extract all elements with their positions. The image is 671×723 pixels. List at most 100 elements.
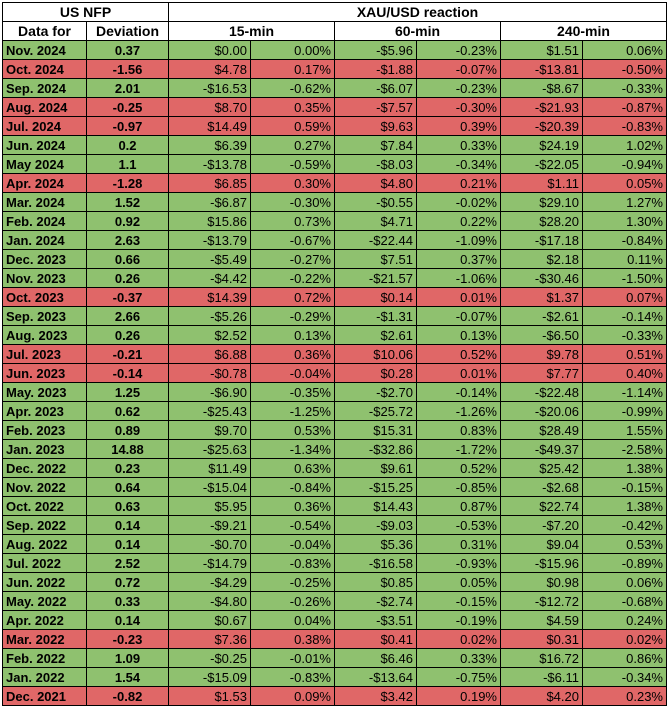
cell-date: Dec. 2023 — [2, 249, 87, 269]
cell-60min-pct: -0.02% — [416, 192, 501, 212]
cell-240min-pct: 0.24% — [582, 610, 667, 630]
cell-15min-pct: 0.73% — [250, 211, 335, 231]
cell-15min-usd: $2.52 — [168, 325, 251, 345]
cell-60min-pct: -1.26% — [416, 401, 501, 421]
cell-240min-pct: -2.58% — [582, 439, 667, 459]
cell-240min-usd: -$17.18 — [500, 230, 583, 250]
cell-240min-pct: 0.07% — [582, 287, 667, 307]
cell-15min-usd: -$13.78 — [168, 154, 251, 174]
cell-deviation: 2.52 — [86, 553, 169, 573]
cell-60min-pct: 0.02% — [416, 629, 501, 649]
cell-15min-usd: -$15.04 — [168, 477, 251, 497]
cell-60min-pct: -1.06% — [416, 268, 501, 288]
cell-240min-usd: $29.10 — [500, 192, 583, 212]
cell-15min-pct: 0.13% — [250, 325, 335, 345]
cell-240min-pct: -0.94% — [582, 154, 667, 174]
cell-date: Sep. 2022 — [2, 515, 87, 535]
table-row: Aug. 2022 0.14 -$0.70 -0.04% $5.36 0.31% $9.04… — [2, 534, 667, 554]
cell-deviation: 0.62 — [86, 401, 169, 421]
cell-60min-usd: -$6.07 — [334, 78, 417, 98]
cell-240min-pct: -0.50% — [582, 59, 667, 79]
cell-15min-usd: -$14.79 — [168, 553, 251, 573]
cell-date: Feb. 2024 — [2, 211, 87, 231]
cell-15min-usd: -$4.29 — [168, 572, 251, 592]
cell-deviation: 14.88 — [86, 439, 169, 459]
table-row: Aug. 2023 0.26 $2.52 0.13% $2.61 0.13% -$6.50-… — [2, 325, 667, 345]
cell-date: Nov. 2024 — [2, 40, 87, 60]
cell-60min-pct: -0.15% — [416, 591, 501, 611]
cell-date: May. 2023 — [2, 382, 87, 402]
cell-240min-pct: 1.02% — [582, 135, 667, 155]
table-row: Dec. 2023 0.66 -$5.49 -0.27% $7.51 0.37% $2.18… — [2, 249, 667, 269]
table-row: Oct. 2024 -1.56 $4.78 0.17% -$1.88 -0.07% -$13… — [2, 59, 667, 79]
table-row: Sep. 2022 0.14 -$9.21 -0.54% -$9.03 -0.53% -$7… — [2, 515, 667, 535]
cell-deviation: 1.1 — [86, 154, 169, 174]
cell-60min-pct: -0.75% — [416, 667, 501, 687]
table-row: Apr. 2023 0.62 -$25.43 -1.25% -$25.72 -1.26% -… — [2, 401, 667, 421]
cell-240min-pct: -0.84% — [582, 230, 667, 250]
cell-deviation: 0.23 — [86, 458, 169, 478]
cell-deviation: 0.26 — [86, 325, 169, 345]
cell-15min-pct: -1.34% — [250, 439, 335, 459]
cell-date: Jan. 2023 — [2, 439, 87, 459]
cell-60min-usd: $4.71 — [334, 211, 417, 231]
cell-deviation: -0.25 — [86, 97, 169, 117]
cell-240min-usd: -$2.68 — [500, 477, 583, 497]
cell-60min-pct: -0.53% — [416, 515, 501, 535]
cell-60min-usd: $5.36 — [334, 534, 417, 554]
cell-240min-usd: -$8.67 — [500, 78, 583, 98]
cell-60min-pct: 0.01% — [416, 363, 501, 383]
cell-60min-usd: $10.06 — [334, 344, 417, 364]
cell-240min-usd: $22.74 — [500, 496, 583, 516]
table-row: Apr. 2024 -1.28 $6.85 0.30% $4.80 0.21% $1.11 0… — [2, 173, 667, 193]
cell-15min-usd: $5.95 — [168, 496, 251, 516]
cell-date: Dec. 2021 — [2, 686, 87, 706]
cell-240min-pct: -0.89% — [582, 553, 667, 573]
cell-240min-usd: $4.20 — [500, 686, 583, 706]
cell-15min-pct: -0.25% — [250, 572, 335, 592]
cell-deviation: 1.25 — [86, 382, 169, 402]
cell-deviation: 2.01 — [86, 78, 169, 98]
cell-deviation: 0.66 — [86, 249, 169, 269]
cell-240min-usd: $28.49 — [500, 420, 583, 440]
cell-date: Jul. 2023 — [2, 344, 87, 364]
table-row: Jul. 2024 -0.97 $14.49 0.59% $9.63 0.39% -$20.… — [2, 116, 667, 136]
cell-15min-pct: 0.59% — [250, 116, 335, 136]
cell-15min-usd: $1.53 — [168, 686, 251, 706]
cell-date: Mar. 2024 — [2, 192, 87, 212]
cell-15min-usd: $0.67 — [168, 610, 251, 630]
cell-15min-pct: -0.04% — [250, 534, 335, 554]
cell-240min-usd: $0.98 — [500, 572, 583, 592]
table-row: May. 2023 1.25 -$6.90 -0.35% -$2.70 -0.14% -$2… — [2, 382, 667, 402]
cell-15min-pct: 0.38% — [250, 629, 335, 649]
cell-240min-pct: 1.55% — [582, 420, 667, 440]
cell-240min-usd: $25.42 — [500, 458, 583, 478]
cell-date: Aug. 2024 — [2, 97, 87, 117]
group-header-xau: XAU/USD reaction — [168, 2, 667, 22]
cell-240min-usd: -$20.39 — [500, 116, 583, 136]
cell-240min-usd: -$21.93 — [500, 97, 583, 117]
cell-60min-pct: 0.21% — [416, 173, 501, 193]
cell-240min-pct: 0.86% — [582, 648, 667, 668]
table-row: Mar. 2024 1.52 -$6.87 -0.30% -$0.55 -0.02% $29… — [2, 192, 667, 212]
cell-240min-pct: 0.06% — [582, 572, 667, 592]
cell-240min-usd: -$22.05 — [500, 154, 583, 174]
table-row: Apr. 2022 0.14 $0.67 0.04% -$3.51 -0.19% $4.59… — [2, 610, 667, 630]
table-body: Nov. 2024 0.37 $0.00 0.00% -$5.96 -0.23% $1.51… — [2, 40, 667, 706]
cell-240min-usd: -$7.20 — [500, 515, 583, 535]
cell-60min-pct: 0.19% — [416, 686, 501, 706]
cell-date: May 2024 — [2, 154, 87, 174]
cell-15min-usd: $14.39 — [168, 287, 251, 307]
cell-60min-usd: $0.85 — [334, 572, 417, 592]
cell-60min-pct: -0.07% — [416, 59, 501, 79]
cell-deviation: 0.14 — [86, 515, 169, 535]
cell-240min-pct: -1.50% — [582, 268, 667, 288]
cell-60min-usd: -$8.03 — [334, 154, 417, 174]
cell-60min-usd: $15.31 — [334, 420, 417, 440]
cell-60min-pct: 0.01% — [416, 287, 501, 307]
cell-240min-usd: -$6.11 — [500, 667, 583, 687]
cell-date: Jul. 2024 — [2, 116, 87, 136]
cell-60min-pct: 0.52% — [416, 344, 501, 364]
cell-240min-usd: $16.72 — [500, 648, 583, 668]
table-row: Dec. 2022 0.23 $11.49 0.63% $9.61 0.52% $25.42… — [2, 458, 667, 478]
